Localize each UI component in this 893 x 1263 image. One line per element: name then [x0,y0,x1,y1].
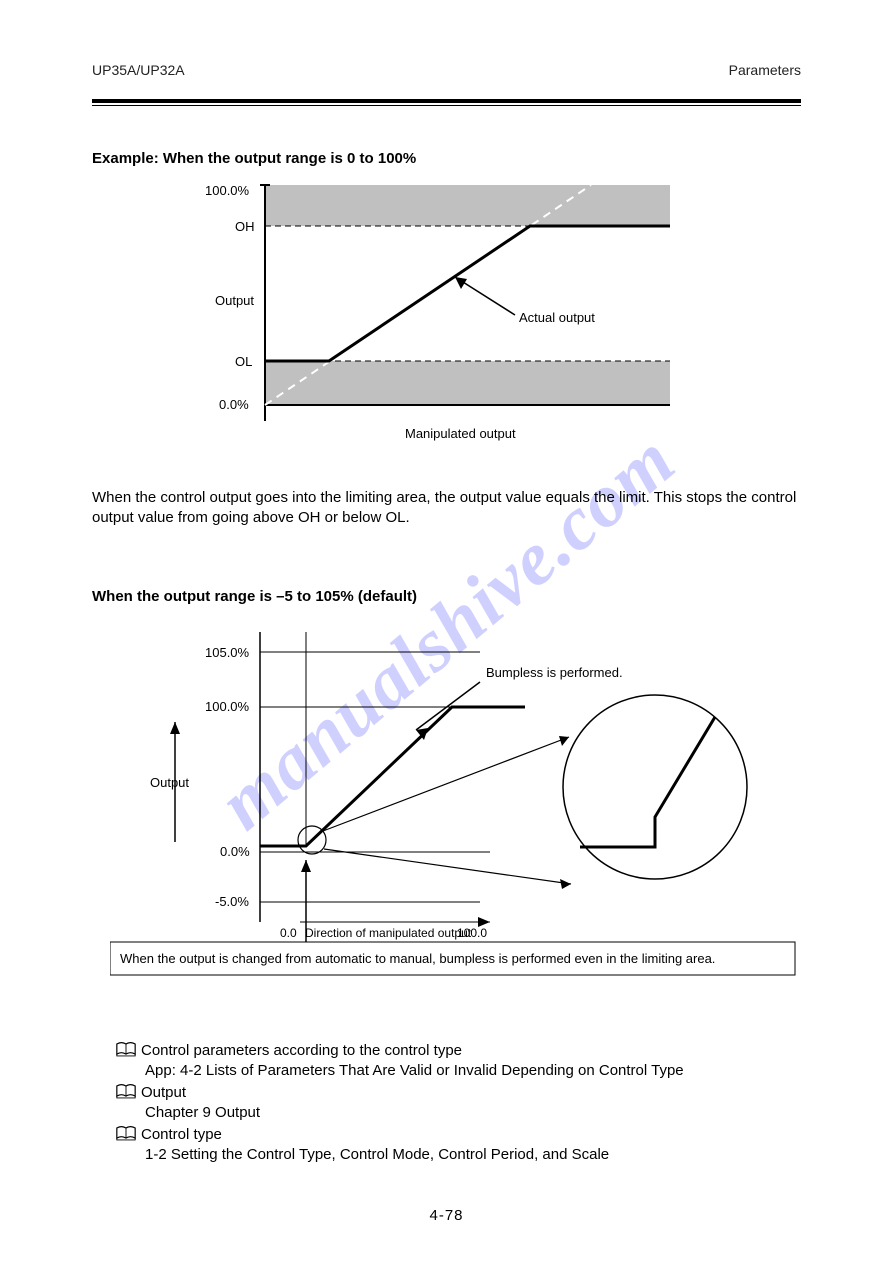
note-1-text: Control parameters according to the cont… [141,1042,462,1059]
fig2-y100: 100.0% [205,699,250,714]
header-section: Parameters [729,62,801,78]
book-icon [115,1126,137,1141]
fig1-ylabel: Output [215,293,254,308]
book-icon [115,1042,137,1057]
header-model: UP35A/UP32A [92,62,185,78]
note-1-ref: App: 4-2 Lists of Parameters That Are Va… [145,1061,684,1081]
header-rule-thick [92,99,801,103]
section1-paragraph: When the control output goes into the li… [92,488,801,529]
header-rule-thin [92,105,801,106]
fig1-curve: Actual output [519,310,595,325]
fig2-y105: 105.0% [205,645,250,660]
note-3: Control type [115,1125,222,1145]
fig1-oh: OH [235,219,255,234]
note-1: Control parameters according to the cont… [115,1041,462,1061]
fig2-xlabel: Direction of manipulated output [305,926,472,940]
fig1-xlabel: Manipulated output [405,426,516,441]
note-3-text: Control type [141,1126,222,1143]
page-number: 4-78 [0,1207,893,1224]
book-icon [115,1084,137,1099]
fig2-y0: 0.0% [220,844,250,859]
section1-title: Example: When the output range is 0 to 1… [92,150,416,167]
note-3-ref: 1-2 Setting the Control Type, Control Mo… [145,1145,609,1165]
note-2: Output [115,1083,186,1103]
note-2-ref: Chapter 9 Output [145,1103,260,1123]
fig2-ym5: -5.0% [215,894,249,909]
figure-bumpless: 105.0% 100.0% 0.0% -5.0% Output 0.0 100.… [110,612,800,1002]
section2-title: When the output range is –5 to 105% (def… [92,588,417,605]
fig2-x0: 0.0 [280,926,297,940]
note-2-text: Output [141,1084,186,1101]
fig1-ol: OL [235,354,252,369]
fig1-axis-top: 100.0% [205,183,250,198]
fig1-axis-bot: 0.0% [219,397,249,412]
fig2-ylabel: Output [150,775,189,790]
figure-output-limit: 100.0% OH Output OL 0.0% Actual output M… [205,175,725,455]
fig2-box: When the output is changed from automati… [120,951,715,966]
fig2-bump: Bumpless is performed. [486,665,623,680]
